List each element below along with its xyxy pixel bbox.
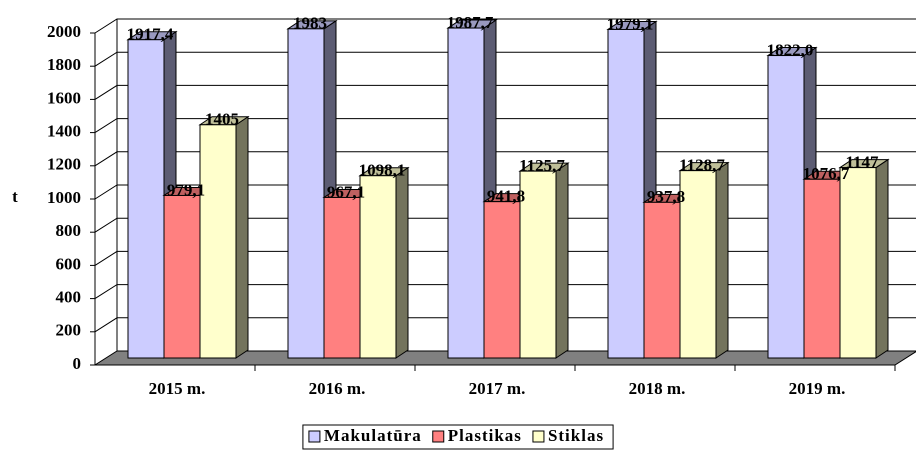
bar-front <box>127 39 165 359</box>
data-label: 1147 <box>845 153 879 172</box>
y-tick-label: 200 <box>56 321 82 340</box>
bar-front <box>287 28 325 359</box>
y-tick-label: 400 <box>56 288 82 307</box>
bar-front <box>679 170 717 359</box>
data-label: 1822,0 <box>767 40 814 59</box>
x-tick-label: 2016 m. <box>309 379 366 398</box>
data-label: 1917,4 <box>127 25 174 44</box>
y-tick-label: 1000 <box>47 188 81 207</box>
data-label: 1987,7 <box>447 13 494 32</box>
data-label: 1076,7 <box>803 164 850 183</box>
y-tick-label: 800 <box>56 221 82 240</box>
data-label: 1983 <box>293 14 327 33</box>
bar-front <box>839 167 877 359</box>
bar-side <box>395 166 409 359</box>
bar-side <box>875 158 889 359</box>
bar <box>838 158 890 359</box>
data-label: 1128,7 <box>679 156 725 175</box>
x-tick-label: 2017 m. <box>469 379 526 398</box>
bar-side <box>235 115 249 359</box>
legend-swatch <box>532 430 545 443</box>
x-tick-label: 2015 m. <box>149 379 206 398</box>
bar-front <box>767 55 805 359</box>
x-tick-label: 2019 m. <box>789 379 846 398</box>
legend-swatch <box>432 430 445 443</box>
bar-front <box>607 28 645 359</box>
bar-front <box>323 196 361 359</box>
data-label: 979,1 <box>167 180 205 199</box>
bar-front <box>519 170 557 359</box>
bar-front <box>483 201 521 359</box>
data-label: 967,1 <box>327 182 365 201</box>
bar-front <box>199 124 237 359</box>
bar-front <box>803 178 841 359</box>
y-tick-label: 1600 <box>47 88 81 107</box>
bar <box>518 162 570 359</box>
legend-label: Stiklas <box>548 426 604 445</box>
bar <box>198 115 250 359</box>
y-tick-label: 600 <box>56 254 82 273</box>
data-label: 937,8 <box>647 187 685 206</box>
y-tick-label: 0 <box>73 354 82 373</box>
data-label: 1098,1 <box>359 161 406 180</box>
legend-label: Plastikas <box>448 426 522 445</box>
y-tick-label: 1400 <box>47 122 81 141</box>
bar-front <box>643 201 681 359</box>
y-axis-label: t <box>12 187 18 206</box>
bar-front <box>447 27 485 359</box>
y-tick-label: 2000 <box>47 22 81 41</box>
data-label: 1405 <box>205 110 239 129</box>
bar-side <box>555 162 569 359</box>
legend-label: Makulatūra <box>324 426 422 445</box>
data-label: 1125,7 <box>519 156 565 175</box>
data-label: 1979,1 <box>607 14 654 33</box>
legend-swatch <box>308 430 321 443</box>
bar-front <box>359 175 397 359</box>
bar <box>678 161 730 359</box>
legend: Makulatūra Plastikas Stiklas <box>302 424 614 450</box>
legend-box <box>302 424 614 450</box>
data-label: 941,8 <box>487 187 525 206</box>
y-tick-label: 1800 <box>47 55 81 74</box>
grid-line <box>94 18 916 34</box>
bar-side <box>715 161 729 359</box>
bar-front <box>163 194 201 359</box>
y-tick-label: 1200 <box>47 155 81 174</box>
x-tick-label: 2018 m. <box>629 379 686 398</box>
bar <box>358 166 410 359</box>
